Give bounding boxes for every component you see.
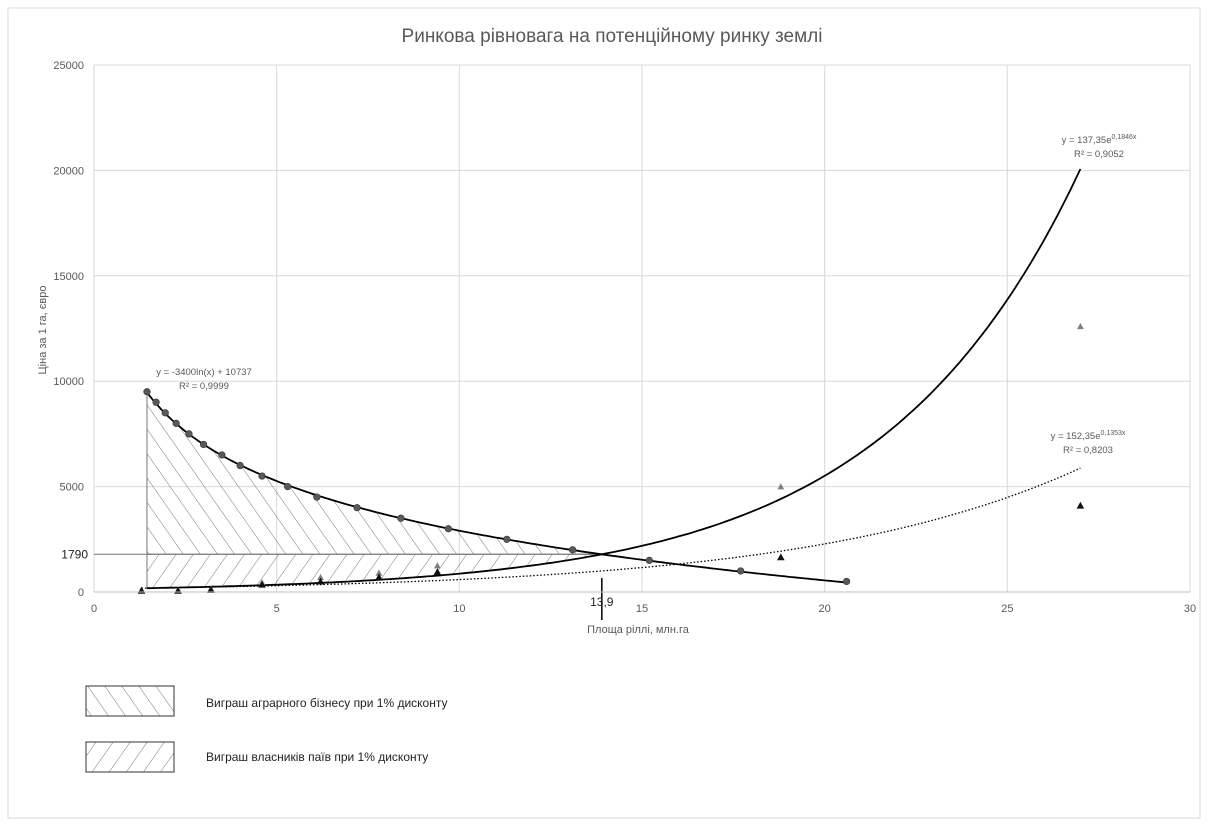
demand-point [313,493,321,501]
supply-trendline-solid [146,168,1082,590]
trendline-equation: y = 152,35e0,1353x [1051,430,1126,442]
chart-title: Ринкова рівновага на потенційному ринку … [402,26,823,47]
legend-label-business: Виграш аграрного бізнесу при 1% дисконту [206,696,447,710]
trendline-r-squared: R² = 0,9999 [179,381,229,392]
y-axis-label: Ціна за 1 га, євро [37,286,49,375]
supply-point-black [433,568,442,576]
demand-equation-label: y = -3400ln(x) + 10737 R² = 0,9999 [156,367,252,392]
chart-border [7,7,1201,819]
x-tick-label: 15 [636,603,648,615]
supply-point-grey [317,573,324,580]
demand-point [353,504,361,512]
legend: Виграш аграрного бізнесу при 1% дисконту… [85,685,447,773]
trendlines: y = -3400ln(x) + 10737 R² = 0,9999 y = 137… [141,134,1137,590]
grid [93,64,1191,593]
supply-trendline-dotted [141,467,1081,589]
y-tick-label: 5000 [60,482,84,494]
x-tick-label: 30 [1184,603,1196,615]
demand-point [172,419,180,427]
supply-point-grey [1077,322,1084,330]
equilibrium-price-label: 1790 [61,547,88,561]
demand-point [258,472,266,480]
y-tick-label: 0 [78,587,84,599]
demand-point [568,546,577,554]
y-tick-label: 10000 [53,376,84,388]
data-points [137,322,1085,594]
demand-point [218,451,226,459]
supply-point-black [316,577,325,585]
trendline-r-squared: R² = 0,8203 [1063,445,1113,456]
supply-point-black [207,586,215,593]
demand-point [284,483,292,491]
y-tick-label: 25000 [53,60,84,72]
x-tick-label: 0 [91,603,97,615]
y-tick-label: 20000 [53,165,84,177]
supply-equation-label-solid: y = 137,35e0,1846x R² = 0,9052 [1062,134,1137,160]
supply-point-black [777,553,785,561]
trendline-r-squared: R² = 0,9052 [1074,149,1124,160]
demand-point [161,409,169,417]
supply-point-black [1076,501,1085,509]
demand-point [737,567,745,575]
demand-point [397,514,405,522]
demand-point [503,535,511,543]
demand-point [152,398,160,406]
legend-swatch-owners [85,741,175,773]
supply-point-black [375,573,383,581]
equilibrium-quantity-label: 13,9 [590,595,614,609]
x-axis-label: Площа ріллі, млн.га [587,624,690,636]
supply-equation-label-dotted: y = 152,35e0,1353x R² = 0,8203 [1051,430,1126,456]
axes: 0 5 10 15 20 25 30 0 5000 10000 15000 20000 25000 179… [53,60,1196,615]
supply-point-grey [777,483,785,490]
demand-point [645,556,653,564]
x-tick-label: 25 [1001,603,1013,615]
x-tick-label: 20 [819,603,831,615]
supply-point-black [258,580,266,588]
demand-point [236,461,244,470]
supply-point-grey [375,569,383,576]
demand-point [842,577,851,586]
demand-point [143,388,151,396]
trendline-equation: y = 137,35e0,1846x [1062,134,1137,146]
demand-point [444,525,452,533]
trendline-equation: y = -3400ln(x) + 10737 [156,367,252,378]
legend-swatch-business [85,685,175,717]
demand-point [185,430,193,438]
supply-point-grey [434,562,441,569]
y-tick-label: 15000 [53,271,84,283]
x-tick-label: 5 [274,603,280,615]
x-tick-label: 10 [453,603,465,615]
demand-point [200,440,208,449]
legend-label-owners: Виграш власників паїв при 1% дисконту [206,750,428,764]
